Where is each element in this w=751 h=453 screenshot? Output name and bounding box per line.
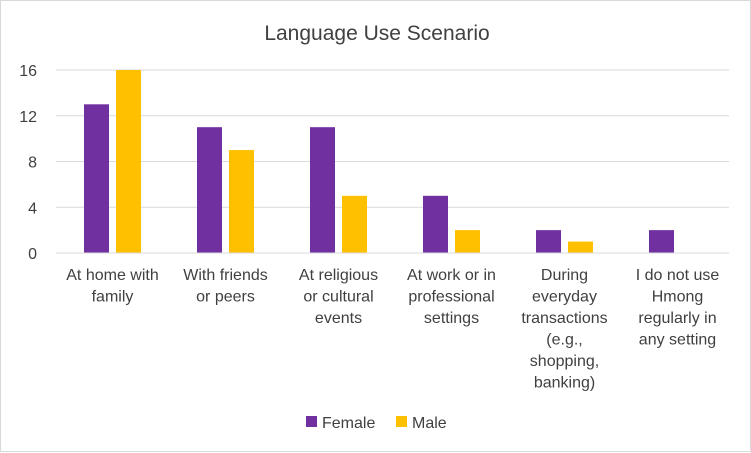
category-label: events <box>315 310 362 327</box>
category-label: everyday <box>532 289 597 306</box>
gridlines <box>56 69 729 208</box>
category-label: At home with <box>66 267 158 284</box>
y-tick-label: 8 <box>28 155 37 172</box>
category-label: professional <box>408 289 494 306</box>
category-label: At work or in <box>407 267 496 284</box>
bar-male <box>342 195 367 253</box>
y-tick-label: 4 <box>28 200 37 217</box>
bar-female <box>649 230 674 253</box>
bar-female <box>423 195 448 253</box>
y-axis-ticks: 0 4 8 12 16 <box>19 63 37 263</box>
category-label: transactions <box>521 310 607 327</box>
legend-swatch-male <box>396 416 407 427</box>
bar-male <box>116 70 141 253</box>
bar-male <box>568 241 593 253</box>
y-tick-label: 12 <box>19 109 37 126</box>
category-label: any setting <box>639 332 716 349</box>
bar-male <box>229 150 254 253</box>
category-label: regularly in <box>638 310 716 327</box>
bars <box>84 70 674 253</box>
category-label: At religious <box>299 267 378 284</box>
category-label: shopping, <box>530 353 599 370</box>
legend-label: Male <box>412 415 447 432</box>
legend: Female Male <box>306 415 447 432</box>
category-label: Hmong <box>652 289 704 306</box>
bar-male <box>455 230 480 253</box>
bar-female <box>536 230 561 253</box>
category-label: (e.g., <box>546 332 582 349</box>
x-axis-categories: At home with family With friends or peers At… <box>66 267 719 392</box>
bar-female <box>310 127 335 253</box>
legend-label: Female <box>322 415 375 432</box>
y-tick-label: 16 <box>19 63 37 80</box>
category-label: With friends <box>183 267 267 284</box>
category-label: During <box>541 267 588 284</box>
category-label: or peers <box>196 289 255 306</box>
category-label: settings <box>424 310 479 327</box>
legend-swatch-female <box>306 416 317 427</box>
category-label: banking) <box>534 375 595 392</box>
chart-title: Language Use Scenario <box>264 22 489 45</box>
bar-female <box>197 127 222 253</box>
category-label: or cultural <box>303 289 373 306</box>
category-label: family <box>92 289 134 306</box>
y-tick-label: 0 <box>28 246 37 263</box>
bar-female <box>84 104 109 253</box>
category-label: I do not use <box>636 267 720 284</box>
